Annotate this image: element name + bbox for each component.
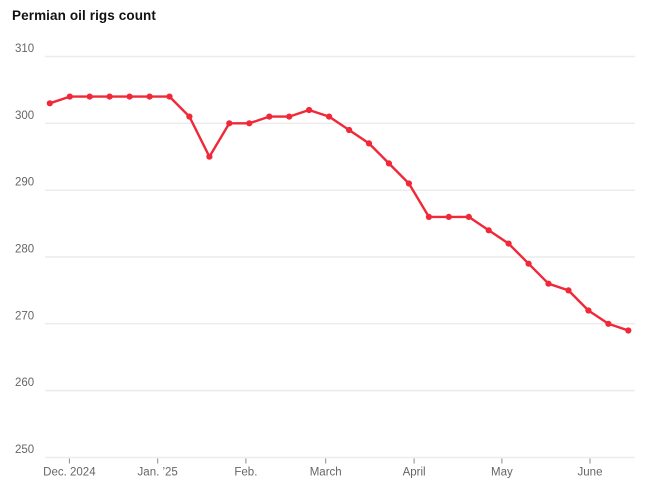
y-axis-label: 250	[15, 444, 34, 456]
data-point-marker	[365, 140, 373, 147]
y-axis-label: 310	[15, 43, 34, 55]
chart-title: Permian oil rigs count	[12, 8, 156, 23]
x-axis-label: Feb.	[234, 467, 257, 479]
data-point-marker	[385, 160, 392, 167]
data-point-marker	[146, 93, 153, 100]
data-point-marker	[266, 113, 273, 120]
y-axis-label: 300	[15, 110, 34, 122]
data-point-marker	[186, 113, 193, 120]
data-point-marker	[405, 180, 412, 187]
x-axis-label: June	[578, 467, 603, 479]
data-point-marker	[485, 227, 492, 234]
data-point-marker	[625, 327, 632, 334]
x-axis-label: April	[403, 467, 426, 479]
data-point-marker	[206, 153, 213, 160]
data-point-marker	[605, 320, 612, 327]
data-point-marker	[66, 93, 73, 100]
data-point-marker	[346, 126, 353, 134]
y-axis-label: 270	[15, 310, 34, 322]
data-point-marker	[306, 106, 313, 114]
data-point-marker	[425, 213, 432, 220]
data-point-marker	[326, 113, 333, 120]
data-point-marker	[46, 100, 53, 107]
x-axis-label: March	[310, 467, 342, 479]
y-axis-label: 280	[15, 244, 34, 256]
data-point-marker	[545, 280, 552, 287]
data-point-marker	[525, 260, 532, 267]
data-point-marker	[286, 113, 293, 120]
x-axis-label: May	[491, 467, 513, 479]
y-axis-label: 260	[15, 377, 34, 389]
data-point-marker	[106, 93, 113, 100]
x-axis-label: Jan. ’25	[138, 467, 178, 479]
data-point-marker	[565, 287, 572, 294]
data-point-marker	[445, 213, 452, 220]
x-axis-label: Dec. 2024	[43, 467, 96, 479]
data-point-marker	[246, 120, 253, 127]
data-point-marker	[86, 93, 93, 100]
data-point-marker	[465, 213, 472, 220]
rigs-count-line	[48, 95, 630, 332]
data-point-marker	[166, 93, 173, 100]
y-axis-label: 290	[15, 177, 34, 189]
data-point-marker	[126, 93, 133, 100]
data-point-marker	[226, 120, 233, 127]
data-point-marker	[505, 240, 512, 247]
data-point-marker	[585, 307, 592, 314]
